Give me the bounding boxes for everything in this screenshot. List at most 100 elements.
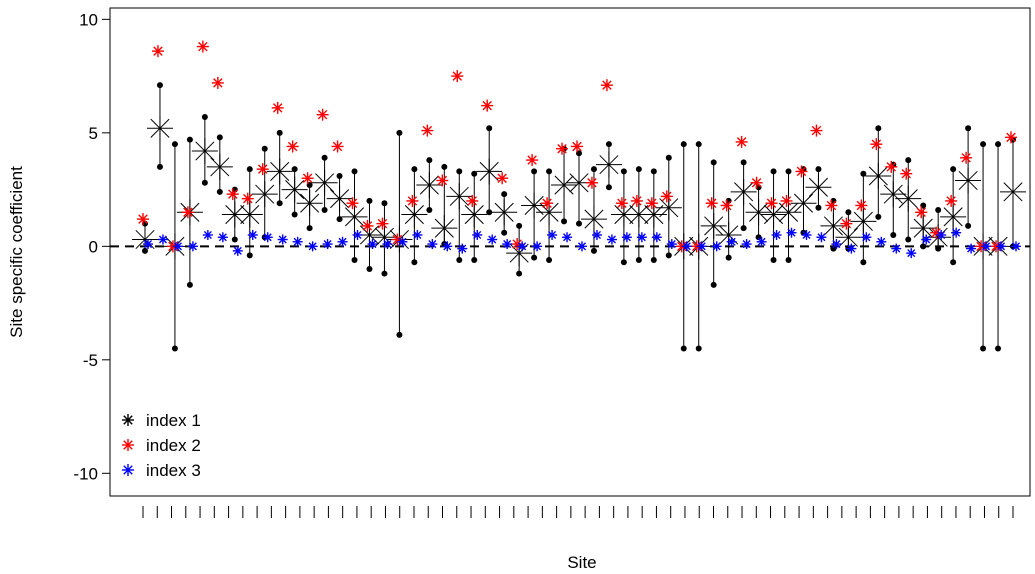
range-upper-point (426, 157, 433, 164)
index1-point (1000, 178, 1026, 205)
index2-points (137, 40, 1017, 253)
index2-point (151, 45, 164, 58)
index1-point (536, 199, 563, 226)
index2-point (600, 79, 613, 92)
index1-point (551, 172, 578, 199)
index3-point (562, 232, 573, 243)
range-lower-point (725, 254, 732, 261)
index3-point (397, 236, 408, 247)
y-tick-label: 5 (89, 124, 98, 143)
range-lower-point (411, 259, 418, 266)
range-upper-point (471, 170, 478, 177)
index2-point (825, 199, 838, 212)
range-upper-point (516, 222, 523, 229)
index1-point (281, 176, 308, 203)
index3-point (143, 239, 153, 250)
range-lower-point (905, 236, 912, 243)
index3-point (322, 239, 333, 250)
index3-point (547, 229, 558, 240)
index3-point (247, 229, 258, 240)
index3-point (831, 239, 842, 250)
range-lower-point (336, 216, 343, 223)
x-axis-title: Site (567, 553, 596, 572)
range-upper-point (216, 134, 223, 141)
index1-point (790, 190, 817, 217)
index3-point (352, 229, 363, 240)
index3-point (801, 229, 812, 240)
index2-point (585, 176, 598, 189)
range-lower-point (980, 345, 987, 352)
range-upper-point (860, 170, 867, 177)
range-upper-point (201, 113, 208, 120)
range-upper-point (950, 166, 957, 173)
index3-point (816, 232, 827, 243)
range-lower-point (561, 218, 568, 225)
index3-point (307, 241, 318, 252)
index3-point (217, 232, 228, 243)
index2-point (855, 199, 868, 212)
index1-point (461, 201, 488, 228)
index3-point (157, 234, 168, 245)
index3-point (502, 239, 513, 250)
range-lower-point (366, 266, 373, 273)
y-tick-label: 10 (79, 10, 98, 29)
index3-points (143, 227, 1021, 259)
index3-point (936, 229, 947, 240)
index2-point (451, 70, 464, 83)
index3-point (262, 232, 273, 243)
index3-point (786, 227, 797, 238)
index3-point (861, 232, 872, 243)
range-upper-point (246, 166, 253, 173)
legend-label: index 3 (146, 461, 201, 480)
index2-point (1005, 131, 1017, 144)
index3-point (621, 232, 632, 243)
index1-point (880, 181, 907, 208)
range-upper-point (276, 129, 283, 136)
range-upper-point (710, 159, 717, 166)
index2-point (211, 76, 224, 89)
range-lower-point (396, 331, 403, 338)
index3-point (457, 243, 468, 254)
index3-point (517, 241, 528, 252)
index2-point (137, 213, 149, 226)
index2-point (900, 167, 913, 180)
index3-point (606, 234, 617, 245)
index2-point (181, 206, 194, 219)
index1-point (805, 174, 832, 201)
index3-point (966, 243, 977, 254)
index2-point (630, 194, 643, 207)
range-upper-point (366, 197, 373, 204)
index1-point (820, 212, 847, 239)
index3-point (951, 227, 962, 238)
range-lower-point (605, 184, 612, 191)
index2-point (241, 192, 254, 205)
range-lower-point (995, 345, 1002, 352)
range-upper-point (965, 125, 972, 132)
index1-point (730, 178, 757, 205)
range-upper-point (875, 125, 882, 132)
index1-point (895, 185, 922, 212)
index3-point (876, 236, 887, 247)
index2-point (271, 101, 284, 114)
range-upper-point (156, 82, 163, 89)
range-lower-point (680, 345, 687, 352)
range-upper-point (935, 207, 942, 214)
range-lower-point (426, 207, 433, 214)
index2-point (645, 197, 658, 210)
range-lower-point (590, 247, 597, 254)
index1-point (715, 221, 742, 248)
index2-point (795, 165, 808, 178)
range-upper-point (171, 141, 178, 148)
range-lower-point (770, 256, 777, 263)
index1-point (416, 172, 443, 199)
range-lower-point (815, 204, 822, 211)
range-lower-point (965, 222, 972, 229)
range-upper-point (665, 154, 672, 161)
range-lower-point (546, 256, 553, 263)
index2-point (376, 217, 389, 230)
index2-point (286, 140, 299, 153)
range-lower-point (306, 225, 313, 232)
index3-point (337, 236, 348, 247)
index2-point (660, 190, 673, 203)
index3-point (202, 229, 213, 240)
